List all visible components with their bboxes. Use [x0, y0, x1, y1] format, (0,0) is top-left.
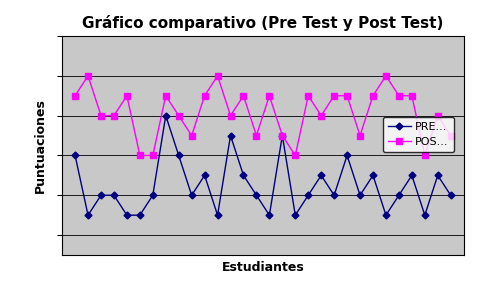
POS...: [435, 114, 441, 117]
PRE...: [189, 194, 195, 197]
PRE...: [111, 194, 117, 197]
PRE...: [150, 194, 156, 197]
PRE...: [72, 154, 78, 157]
POS...: [85, 74, 91, 78]
PRE...: [176, 154, 182, 157]
POS...: [396, 94, 402, 98]
PRE...: [253, 194, 259, 197]
X-axis label: Estudiantes: Estudiantes: [221, 261, 304, 274]
POS...: [202, 94, 207, 98]
PRE...: [448, 194, 454, 197]
Legend: PRE..., POS...: PRE..., POS...: [383, 117, 454, 152]
POS...: [72, 94, 78, 98]
PRE...: [202, 174, 207, 177]
PRE...: [267, 213, 272, 217]
POS...: [293, 154, 298, 157]
PRE...: [98, 194, 104, 197]
PRE...: [163, 114, 169, 117]
PRE...: [370, 174, 376, 177]
POS...: [370, 94, 376, 98]
PRE...: [293, 213, 298, 217]
POS...: [228, 114, 233, 117]
Y-axis label: Puntuaciones: Puntuaciones: [34, 98, 47, 193]
POS...: [331, 94, 337, 98]
PRE...: [240, 174, 246, 177]
PRE...: [124, 213, 130, 217]
PRE...: [357, 194, 363, 197]
POS...: [448, 134, 454, 137]
POS...: [176, 114, 182, 117]
PRE...: [305, 194, 311, 197]
POS...: [163, 94, 169, 98]
PRE...: [383, 213, 389, 217]
POS...: [280, 134, 285, 137]
PRE...: [435, 174, 441, 177]
POS...: [383, 74, 389, 78]
Line: PRE...: PRE...: [73, 113, 453, 218]
POS...: [98, 114, 104, 117]
POS...: [318, 114, 324, 117]
POS...: [422, 154, 428, 157]
POS...: [344, 94, 350, 98]
PRE...: [344, 154, 350, 157]
PRE...: [318, 174, 324, 177]
POS...: [189, 134, 195, 137]
PRE...: [280, 134, 285, 137]
PRE...: [215, 213, 220, 217]
POS...: [150, 154, 156, 157]
POS...: [137, 154, 143, 157]
PRE...: [85, 213, 91, 217]
PRE...: [409, 174, 415, 177]
PRE...: [331, 194, 337, 197]
PRE...: [137, 213, 143, 217]
PRE...: [396, 194, 402, 197]
Title: Gráfico comparativo (Pre Test y Post Test): Gráfico comparativo (Pre Test y Post Tes…: [82, 15, 444, 31]
POS...: [240, 94, 246, 98]
Line: POS...: POS...: [72, 73, 454, 159]
PRE...: [228, 134, 233, 137]
POS...: [267, 94, 272, 98]
POS...: [124, 94, 130, 98]
POS...: [305, 94, 311, 98]
POS...: [111, 114, 117, 117]
POS...: [409, 94, 415, 98]
POS...: [253, 134, 259, 137]
POS...: [215, 74, 220, 78]
PRE...: [422, 213, 428, 217]
POS...: [357, 134, 363, 137]
